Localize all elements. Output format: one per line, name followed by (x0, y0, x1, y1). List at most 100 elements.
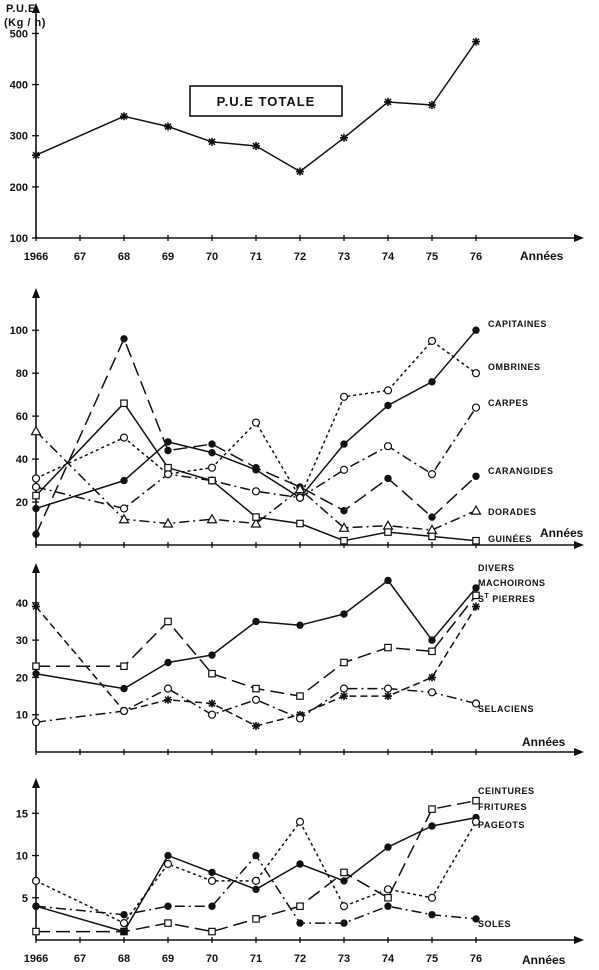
data-point (120, 399, 128, 408)
data-point (471, 817, 481, 826)
data-point (252, 851, 260, 860)
series-line (36, 799, 477, 933)
x-tick-label: 76 (470, 251, 482, 263)
data-point (252, 463, 260, 472)
data-point (472, 591, 480, 600)
data-point (295, 714, 305, 723)
data-point (164, 122, 172, 131)
x-tick-label: 74 (382, 953, 395, 965)
panel-4-x-arrow (574, 936, 584, 944)
data-point (383, 885, 393, 894)
data-point (383, 442, 393, 451)
data-point (472, 472, 480, 480)
y-tick-label: 15 (16, 808, 28, 820)
data-point (164, 446, 172, 455)
data-point (119, 919, 129, 928)
data-point (384, 692, 392, 701)
x-tick-label: 69 (162, 251, 174, 263)
series-line (35, 338, 477, 535)
x-tick-label: 73 (338, 953, 350, 965)
x-tick-label: 74 (382, 251, 395, 263)
data-point (296, 902, 304, 911)
data-point (120, 684, 128, 693)
series-line (35, 579, 477, 690)
data-point (428, 673, 436, 682)
data-point (164, 463, 172, 472)
panel-3-x-arrow (574, 748, 584, 756)
data-point (252, 885, 260, 894)
data-point (208, 699, 216, 708)
y-tick-label: 10 (16, 851, 28, 863)
data-point (251, 418, 261, 427)
series-label: ST PIERRES (478, 593, 535, 604)
data-point (32, 530, 40, 538)
series-divers: DIVERS (32, 563, 515, 693)
x-tick-label: 70 (206, 953, 218, 965)
y-tick-label: 100 (10, 233, 28, 245)
y-tick-label: 500 (10, 28, 28, 40)
data-point (164, 658, 172, 667)
panel-1: 100 200 300 400 500 1966 67 68 69 70 71 72 73 74 75 76 A… (10, 3, 584, 263)
data-point (428, 910, 436, 919)
x-tick-label: 75 (426, 953, 438, 965)
y-tick-label: 200 (10, 182, 28, 194)
x-tick-label: 73 (338, 251, 350, 263)
data-point (251, 695, 261, 704)
data-point (339, 684, 349, 693)
data-point (472, 37, 480, 46)
data-point (32, 927, 40, 936)
y-tick-label: 60 (16, 411, 28, 423)
data-point (32, 669, 40, 678)
series-label: CEINTURES (478, 786, 535, 796)
data-point (120, 476, 128, 485)
data-point (31, 876, 41, 885)
data-point (208, 476, 216, 485)
data-point (31, 474, 41, 483)
data-point (471, 699, 481, 708)
data-point (428, 647, 436, 656)
series-line (35, 687, 477, 723)
data-point (384, 843, 392, 851)
data-point (250, 517, 262, 528)
data-point (338, 522, 350, 532)
data-point (164, 851, 172, 860)
panel1-ylabel-line2: (Kg / h) (4, 17, 46, 29)
data-point (471, 369, 481, 378)
data-point (472, 326, 480, 334)
series-label: SELACIENS (478, 704, 534, 714)
data-point (384, 902, 392, 910)
data-point (163, 470, 173, 479)
data-point (427, 688, 437, 697)
x-tick-label: 70 (206, 251, 218, 263)
data-point (340, 658, 348, 667)
y-tick-label: 5 (22, 893, 28, 905)
series-label: DIVERS (478, 563, 515, 573)
panel-4-x-label: Années (522, 953, 566, 967)
annotation-text: P.U.E TOTALE (217, 94, 316, 109)
data-point (206, 513, 218, 524)
x-tick-label: 67 (74, 251, 86, 263)
series-line (35, 41, 477, 173)
series-pageots: PAGEOTS (31, 817, 524, 928)
data-point (427, 470, 437, 479)
x-tick-label: 1966 (24, 251, 48, 263)
series-carangides: CARANGIDES (32, 335, 553, 538)
data-point (252, 721, 260, 730)
data-point (340, 877, 348, 885)
data-point (120, 927, 128, 936)
data-point (208, 927, 216, 936)
series-label: CAPITAINES (488, 319, 547, 329)
y-tick-label: 40 (16, 454, 28, 466)
data-point (118, 513, 130, 524)
data-point (384, 643, 392, 652)
y-tick-label: 40 (16, 598, 28, 610)
data-point (251, 876, 261, 885)
y-tick-label: 300 (10, 131, 28, 143)
data-point (384, 528, 392, 536)
data-point (383, 684, 393, 693)
x-tick-label: 67 (74, 953, 86, 965)
data-point (163, 859, 173, 869)
panel-2-y-arrow (32, 288, 40, 298)
series-label: CARPES (488, 398, 529, 408)
